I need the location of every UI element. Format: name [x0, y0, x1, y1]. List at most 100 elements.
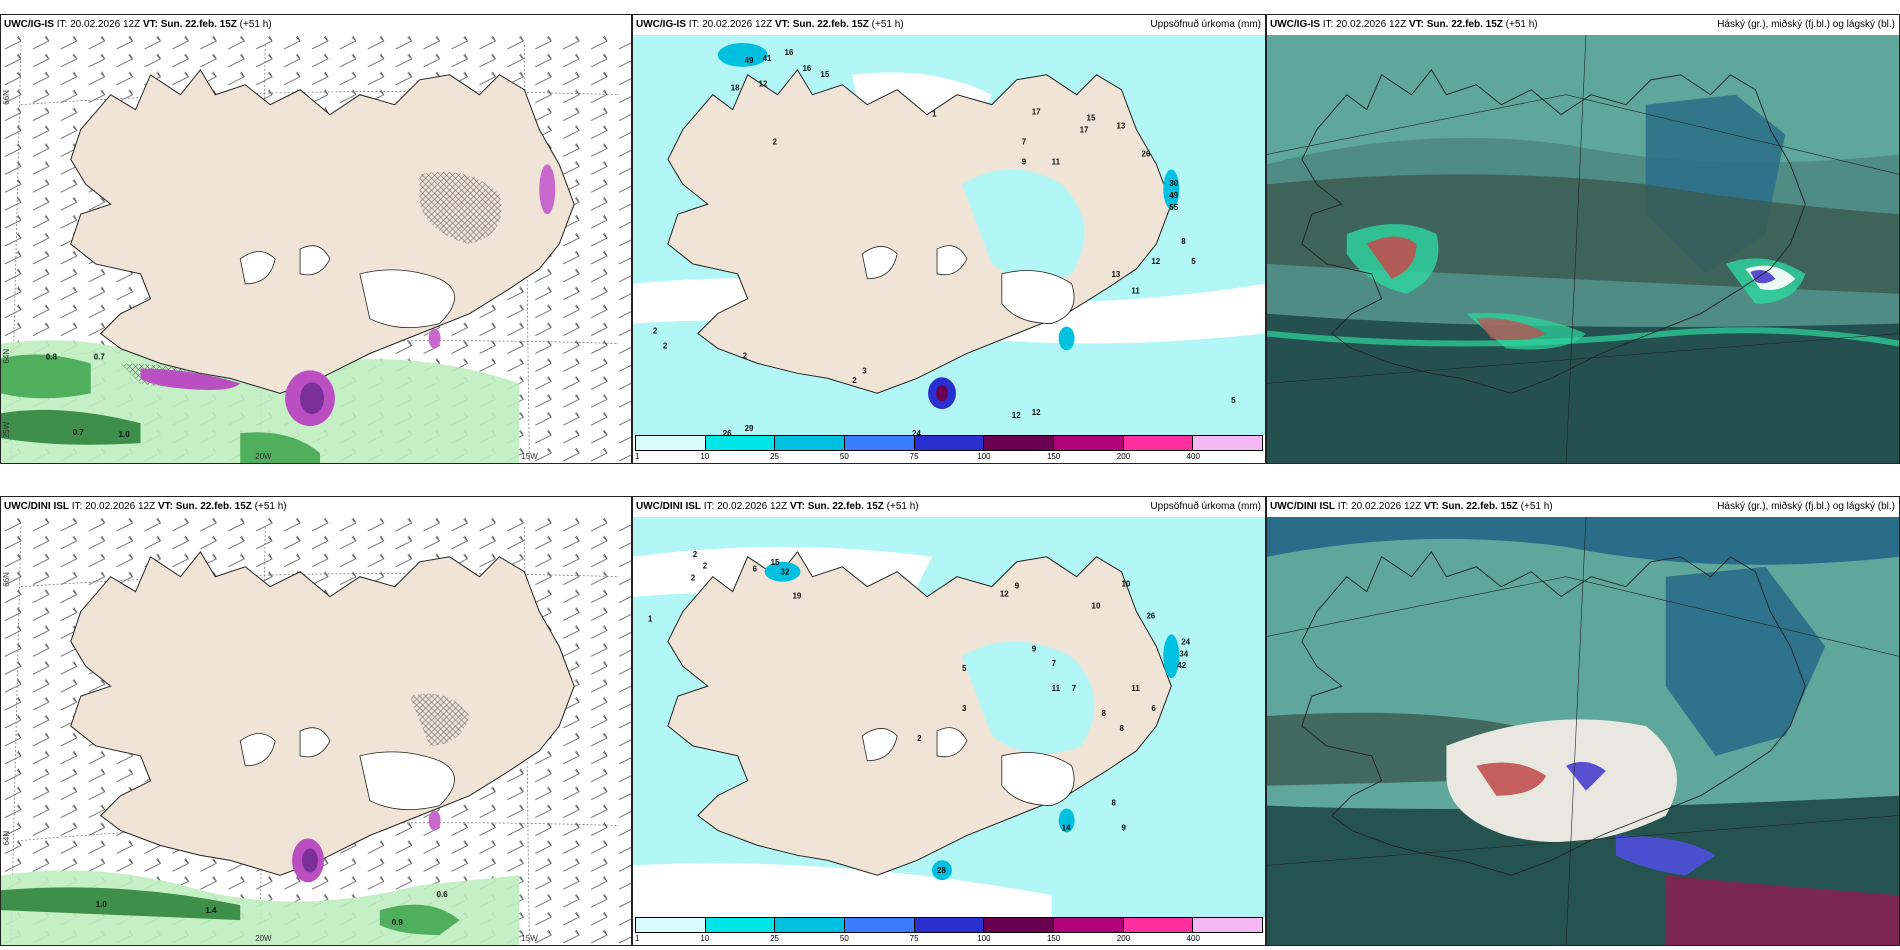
- colorbar-segment: [636, 436, 706, 450]
- panel-header: UWC/DINI ISL IT: 20.02.2026 12Z VT: Sun.…: [633, 497, 1265, 517]
- colorbar-row: [635, 435, 1263, 451]
- wind-value: 0.7: [94, 352, 106, 361]
- clouds-map: [1267, 35, 1899, 463]
- svg-text:7: 7: [1072, 684, 1077, 693]
- colorbar-label: 25: [770, 934, 779, 943]
- precip-value: 15: [820, 70, 829, 79]
- colorbar-label: 100: [977, 452, 991, 461]
- svg-text:19: 19: [792, 592, 801, 601]
- precip-value: 30: [1169, 179, 1178, 188]
- svg-text:2: 2: [703, 562, 708, 571]
- colorbar-label: 50: [839, 452, 849, 461]
- svg-text:20W: 20W: [255, 934, 272, 943]
- precip-value: 12: [1032, 408, 1041, 417]
- precip-value: 49: [1169, 191, 1178, 200]
- clouds-map: [1267, 517, 1899, 945]
- colorbar-label: 50: [839, 934, 849, 943]
- precip-value: 49: [745, 56, 754, 65]
- colorbar-segment: [914, 918, 985, 932]
- colorbar-segment: [775, 918, 846, 932]
- wind-value: 0.8: [46, 352, 58, 361]
- precip-value: 26: [1141, 149, 1150, 158]
- svg-text:5: 5: [962, 664, 967, 673]
- colorbar-segment: [705, 436, 776, 450]
- precip-value: 7: [1022, 137, 1027, 146]
- wind-value: 1.0: [119, 430, 131, 439]
- precip-value: 12: [1012, 411, 1021, 420]
- svg-text:3: 3: [962, 704, 967, 713]
- svg-text:24: 24: [1181, 637, 1190, 646]
- svg-text:11: 11: [1131, 684, 1140, 693]
- colorbar-segment: [984, 918, 1055, 932]
- colorbar-label: 10: [700, 934, 710, 943]
- precip-value: 15: [1087, 114, 1096, 123]
- colorbar-label: 10: [700, 452, 710, 461]
- wind-map: 66N 64N 20W 15W 1.0 0.9 0.6 1.4: [1, 517, 631, 945]
- lon-label-25: 25W: [2, 421, 11, 438]
- precip-value: 12: [759, 80, 768, 89]
- wind-value: 1.0: [96, 900, 108, 909]
- colorbar-label: 150: [1046, 452, 1061, 461]
- clouds-title: Háský (gr.), miðský (fj.bl.) og lágský (…: [1717, 19, 1895, 30]
- svg-text:26: 26: [1146, 611, 1155, 620]
- precip-value: 1: [932, 110, 937, 119]
- svg-text:6: 6: [1151, 704, 1156, 713]
- wind-value: 0.9: [392, 918, 404, 927]
- precip-value: 17: [1080, 126, 1089, 135]
- precip-value: 2: [852, 376, 857, 385]
- colorbar-labels: 1 10 25 50 75 100 150 200 400: [635, 452, 1263, 462]
- precip-value: 16: [802, 64, 811, 73]
- colorbar-label: 75: [909, 452, 919, 461]
- svg-text:14: 14: [1062, 823, 1071, 832]
- panel-wind-top: UWC/IG-IS IT: 20.02.2026 12Z VT: Sun. 22…: [0, 14, 632, 464]
- svg-text:28: 28: [937, 866, 946, 875]
- colorbar-segment: [1123, 918, 1194, 932]
- svg-text:1: 1: [648, 614, 653, 623]
- colorbar-labels: 1 10 25 50 75 100 150 200 400: [635, 934, 1263, 944]
- precip-value: 8: [1181, 237, 1186, 246]
- colorbar-segment: [1193, 436, 1263, 450]
- colorbar-label: 200: [1116, 452, 1131, 461]
- svg-text:7: 7: [1052, 659, 1057, 668]
- wind-value: 0.7: [73, 428, 85, 437]
- svg-text:8: 8: [1102, 709, 1107, 718]
- colorbar-segment: [845, 436, 915, 450]
- precip-value: 11: [1052, 157, 1061, 166]
- colorbar-segment: [1123, 436, 1194, 450]
- colorbar-segment: [636, 918, 706, 932]
- precip-value: 13: [1111, 270, 1120, 279]
- model-name: UWC/IG-IS: [4, 19, 54, 30]
- precip-value: 2: [663, 341, 668, 350]
- svg-text:2: 2: [691, 574, 696, 583]
- svg-text:12: 12: [1000, 590, 1009, 599]
- colorbar-label: 1: [635, 934, 640, 943]
- precip-map: 49 41 16 16 15 12 18 2 1 7 17 15 17 13 2…: [633, 35, 1265, 435]
- svg-text:2: 2: [917, 734, 922, 743]
- colorbar-segment: [1054, 436, 1124, 450]
- precip-value: 16: [785, 48, 794, 57]
- panel-clouds-top: UWC/IG-IS IT: 20.02.2026 12Z VT: Sun. 22…: [1266, 14, 1900, 464]
- panel-precip-top: UWC/IG-IS IT: 20.02.2026 12Z VT: Sun. 22…: [632, 14, 1266, 464]
- panel-wind-bottom: UWC/DINI ISL IT: 20.02.2026 12Z VT: Sun.…: [0, 496, 632, 946]
- precip-value: 9: [1022, 157, 1027, 166]
- panel-clouds-bottom: UWC/DINI ISL IT: 20.02.2026 12Z VT: Sun.…: [1266, 496, 1900, 946]
- panel-precip-bottom: UWC/DINI ISL IT: 20.02.2026 12Z VT: Sun.…: [632, 496, 1266, 946]
- svg-text:42: 42: [1177, 661, 1186, 670]
- colorbar-label: 400: [1186, 452, 1200, 461]
- svg-text:9: 9: [1032, 644, 1037, 653]
- panel-header: UWC/DINI ISL IT: 20.02.2026 12Z VT: Sun.…: [1267, 497, 1899, 517]
- precip-value: 12: [1151, 257, 1160, 266]
- lon-label-20: 20W: [255, 452, 272, 461]
- precip-value: 11: [1131, 287, 1140, 296]
- panel-header: UWC/IG-IS IT: 20.02.2026 12Z VT: Sun. 22…: [1, 15, 631, 35]
- svg-text:10: 10: [1121, 580, 1130, 589]
- colorbar-segment: [775, 436, 846, 450]
- colorbar-label: 1: [635, 452, 640, 461]
- lon-label-15: 15W: [521, 452, 538, 461]
- svg-text:10: 10: [1092, 602, 1101, 611]
- svg-text:34: 34: [1179, 649, 1188, 658]
- svg-text:64N: 64N: [2, 831, 11, 846]
- precip-value: 5: [1231, 396, 1236, 405]
- precip-colorbar: 1 10 25 50 75 100 150 200 400: [633, 917, 1265, 945]
- precip-value: 2: [653, 327, 658, 336]
